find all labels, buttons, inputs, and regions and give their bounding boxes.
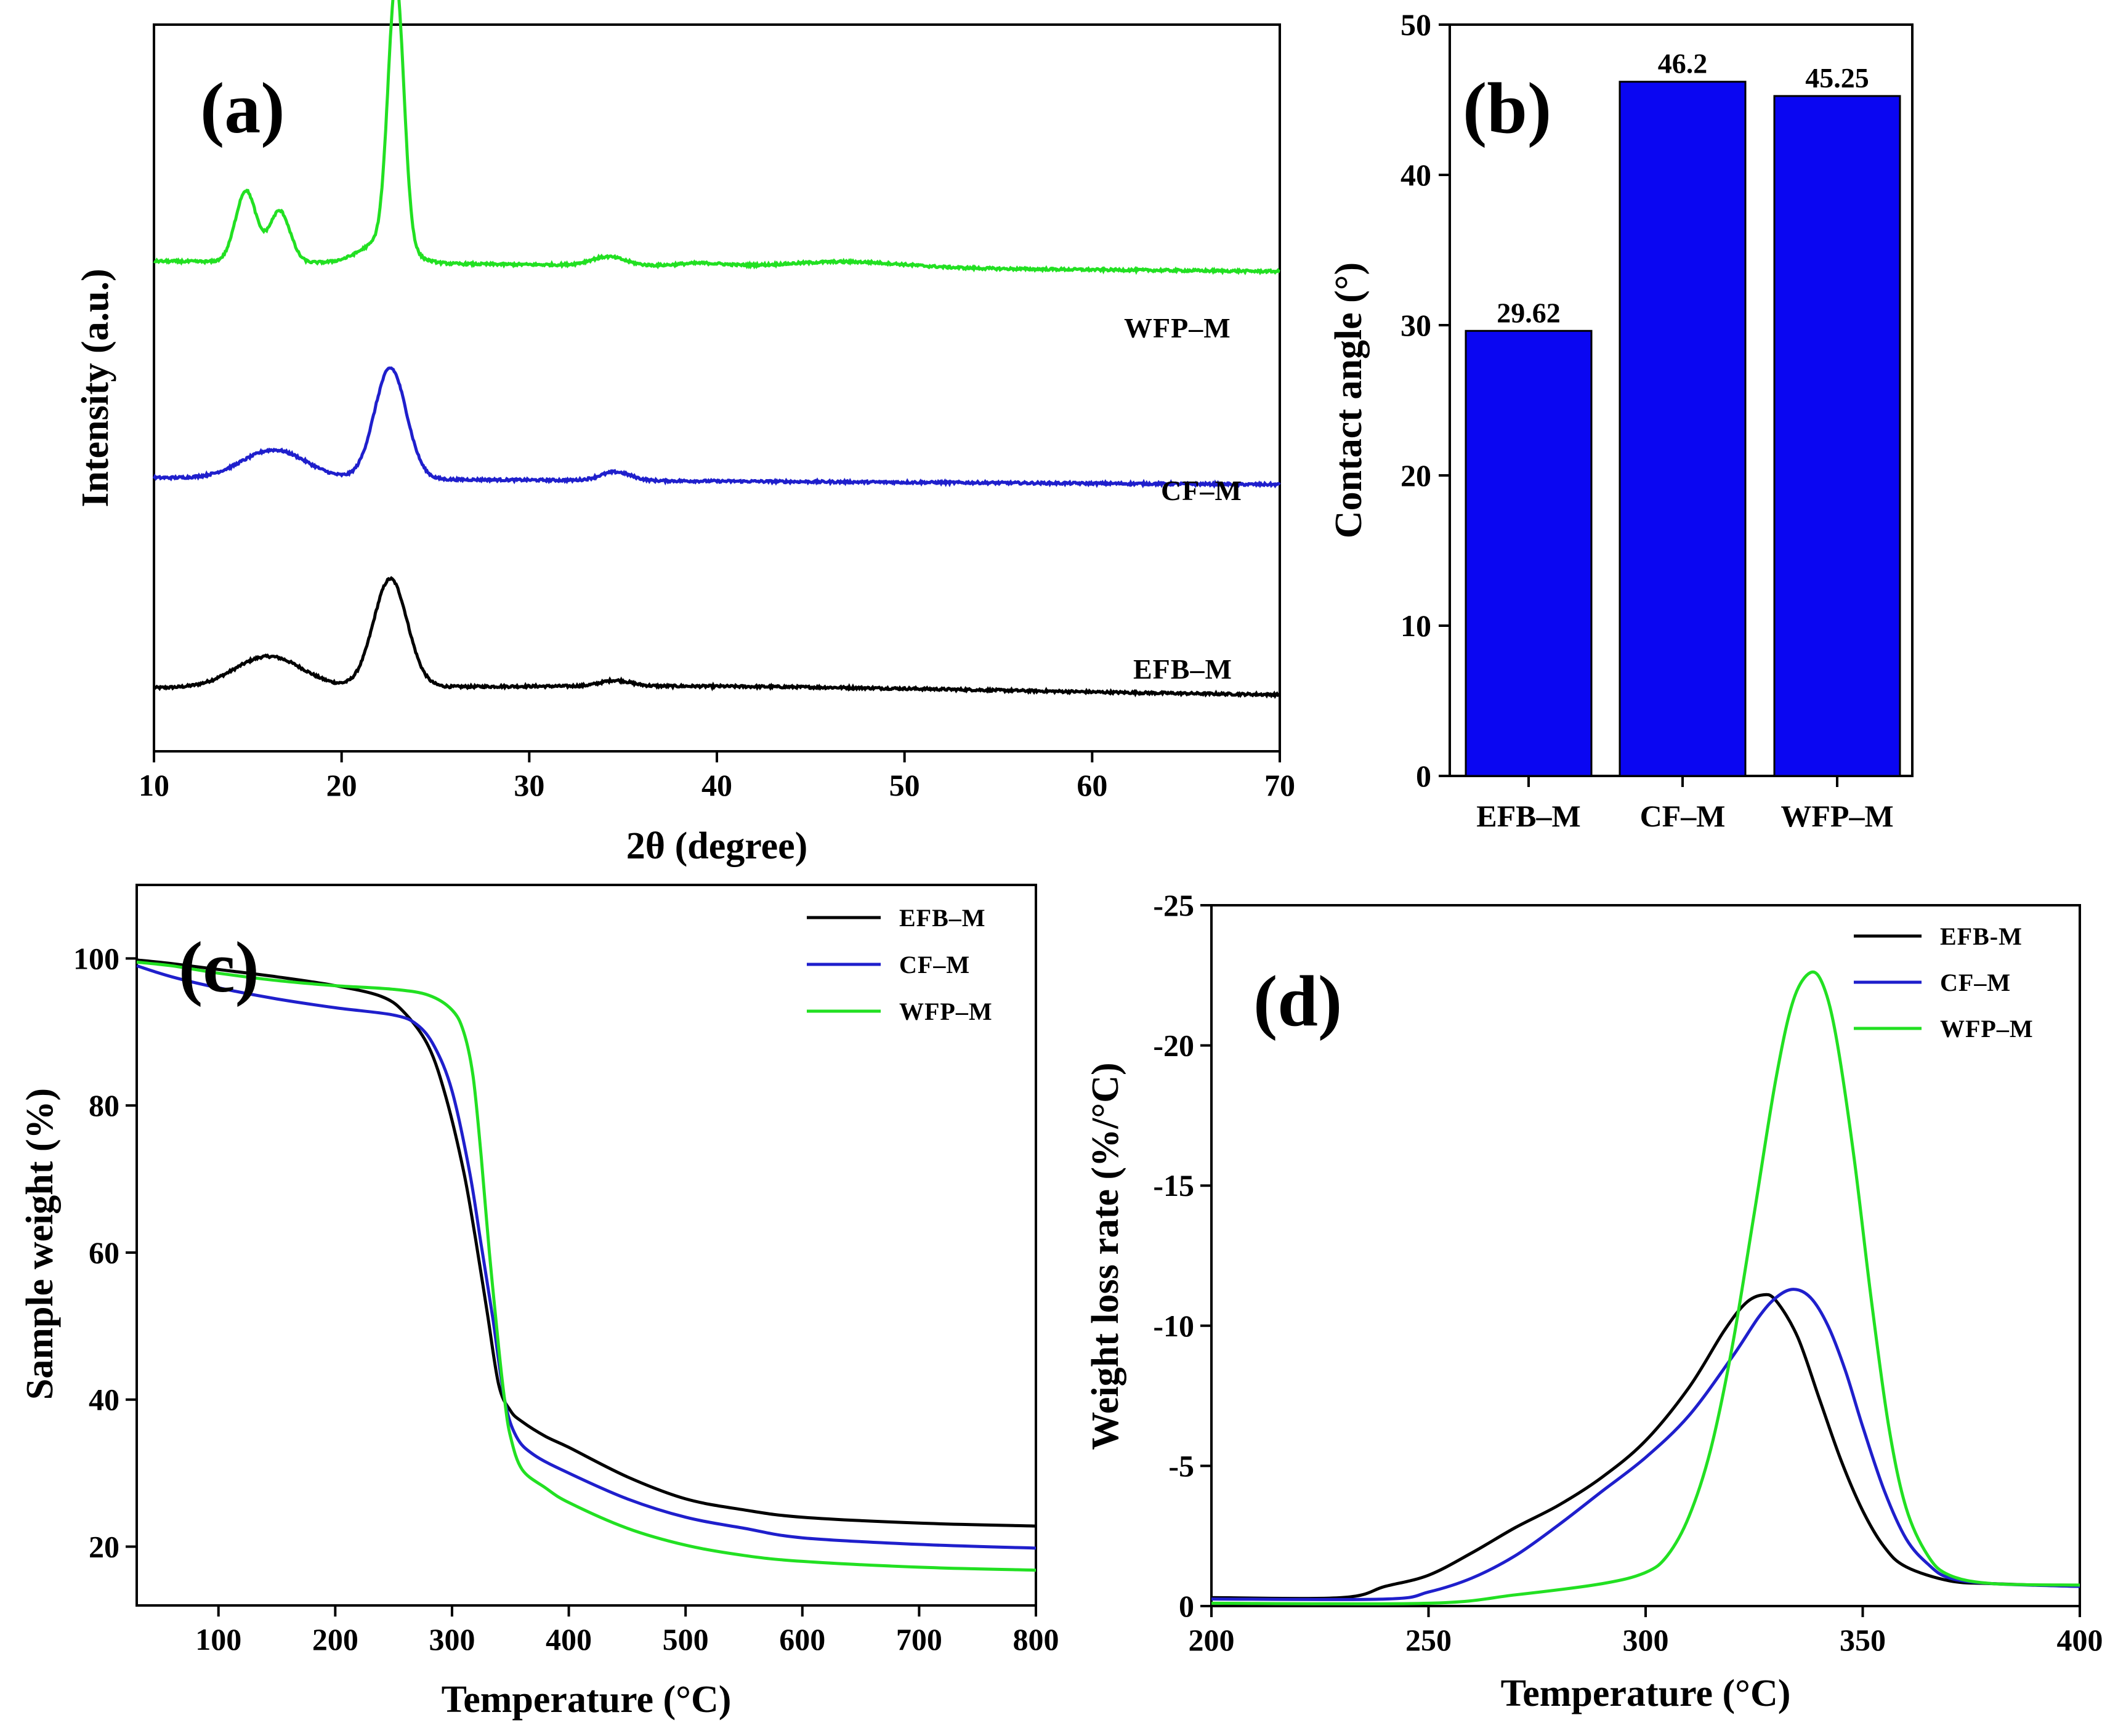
x-tick-label: 10 xyxy=(139,768,169,802)
bar-1 xyxy=(1465,329,1593,777)
legend-label-efb: EFB–M xyxy=(899,904,986,932)
panel-a-frame xyxy=(153,23,1281,753)
panel-a-label: (a) xyxy=(200,68,285,148)
trace-label-efb: EFB–M xyxy=(1133,653,1232,685)
bar-value-label: 46.2 xyxy=(1658,48,1708,79)
panel-d-dtg-chart: 200 250 300 350 400 0 -5 -10 -15 -20 -25 (d) EFB-… xyxy=(1085,888,2103,1714)
x-category-label: EFB–M xyxy=(1476,799,1580,833)
x-tick-label: 50 xyxy=(889,768,920,802)
x-tick-label: 70 xyxy=(1264,768,1295,802)
panel-c-frame xyxy=(135,884,1037,1607)
panel-d-y-axis-label: Weight loss rate (%/°C) xyxy=(1085,1062,1126,1450)
panel-b-y-axis-label: Contact angle (°) xyxy=(1328,262,1370,538)
panel-d-series xyxy=(1211,970,2080,1605)
x-tick-label: 300 xyxy=(1623,1623,1669,1657)
x-tick-label: 40 xyxy=(701,768,732,802)
y-tick-label: 20 xyxy=(1401,458,1431,493)
panel-b-label: (b) xyxy=(1463,68,1551,148)
x-tick-label: 800 xyxy=(1013,1622,1059,1657)
x-tick-label: 200 xyxy=(1189,1623,1235,1657)
xrd-series-efb xyxy=(153,576,1281,699)
y-tick-label: 40 xyxy=(89,1383,119,1417)
panel-d-legend: EFB-M CF–M WFP–M xyxy=(1854,923,2034,1043)
x-tick-label: 60 xyxy=(1077,768,1107,802)
y-tick-label: 40 xyxy=(1401,158,1431,192)
x-tick-label: 100 xyxy=(195,1622,241,1657)
x-category-label: CF–M xyxy=(1640,799,1726,833)
panel-c-x-axis-label: Temperature (°C) xyxy=(442,1679,732,1721)
bar-2 xyxy=(1619,81,1747,777)
panel-d-x-ticks: 200 250 300 350 400 xyxy=(1189,1606,2103,1657)
legend-label-efb: EFB-M xyxy=(1940,923,2023,950)
legend-label-wfp: WFP–M xyxy=(1940,1015,2034,1043)
y-tick-label: 30 xyxy=(1401,308,1431,342)
y-tick-label: 100 xyxy=(73,941,119,975)
x-tick-label: 600 xyxy=(779,1622,825,1657)
panel-d-x-axis-label: Temperature (°C) xyxy=(1501,1673,1791,1714)
y-tick-label: -5 xyxy=(1168,1448,1194,1483)
x-tick-label: 250 xyxy=(1405,1623,1452,1657)
panel-c-legend: EFB–M CF–M WFP–M xyxy=(807,904,993,1025)
legend-label-wfp: WFP–M xyxy=(899,998,993,1025)
panel-a-xrd-chart: 10 20 30 40 50 60 70 (a) WFP–M CF–M EFB–M 2θ (… xyxy=(75,0,1295,867)
y-tick-label: 60 xyxy=(89,1235,119,1270)
y-tick-label: 20 xyxy=(89,1529,119,1564)
panel-c-y-ticks: 20 40 60 80 100 xyxy=(73,941,137,1564)
bar-value-label: 45.25 xyxy=(1805,62,1869,94)
panel-b-bar-chart: 29.62 46.2 45.25 0 10 20 30 40 50 EFB–M CF–M WFP–… xyxy=(1328,7,1914,833)
panel-a-x-axis-label: 2θ (degree) xyxy=(626,825,808,867)
series-wfp xyxy=(136,960,1037,1572)
panel-c-series xyxy=(136,958,1037,1572)
bar-3 xyxy=(1773,95,1901,777)
panel-c-x-ticks: 100 200 300 400 500 600 700 800 xyxy=(195,1605,1059,1657)
y-tick-label: 0 xyxy=(1416,759,1431,793)
series-cf xyxy=(1211,1288,2080,1601)
y-tick-label: 0 xyxy=(1179,1589,1194,1623)
series-efb xyxy=(136,958,1037,1528)
panel-a-y-axis-label: Intensity (a.u.) xyxy=(75,268,116,507)
y-tick-label: -10 xyxy=(1153,1309,1194,1343)
xrd-series-wfp xyxy=(153,0,1280,276)
y-tick-label: -15 xyxy=(1153,1168,1194,1203)
panel-b-bars: 29.62 46.2 45.25 xyxy=(1465,48,1901,777)
panel-c-y-axis-label: Sample weight (%) xyxy=(19,1088,61,1400)
x-tick-label: 300 xyxy=(429,1622,475,1657)
x-tick-label: 500 xyxy=(663,1622,709,1657)
series-efb xyxy=(1211,1293,2080,1601)
panel-a-x-ticks: 10 20 30 40 50 60 70 xyxy=(139,751,1295,802)
panel-d-label: (d) xyxy=(1253,961,1342,1041)
x-tick-label: 350 xyxy=(1840,1623,1886,1657)
series-wfp xyxy=(1211,970,2080,1605)
y-tick-label: -25 xyxy=(1153,888,1194,923)
panel-c-label: (c) xyxy=(179,927,259,1007)
x-tick-label: 400 xyxy=(546,1622,592,1657)
panel-a-series xyxy=(152,0,1281,699)
x-tick-label: 400 xyxy=(2057,1623,2103,1657)
y-tick-label: -20 xyxy=(1153,1028,1194,1063)
panel-b-y-ticks: 0 10 20 30 40 50 xyxy=(1401,7,1450,793)
trace-label-wfp: WFP–M xyxy=(1124,312,1231,344)
x-tick-label: 20 xyxy=(326,768,357,802)
y-tick-label: 80 xyxy=(89,1088,119,1123)
panel-b-x-ticks: EFB–M CF–M WFP–M xyxy=(1476,776,1894,833)
y-tick-label: 10 xyxy=(1401,608,1431,643)
y-tick-label: 50 xyxy=(1401,7,1431,42)
series-cf xyxy=(136,964,1037,1550)
xrd-series-cf xyxy=(152,366,1281,489)
legend-label-cf: CF–M xyxy=(899,951,970,979)
x-tick-label: 30 xyxy=(514,768,544,802)
x-category-label: WFP–M xyxy=(1780,799,1893,833)
x-tick-label: 700 xyxy=(896,1622,942,1657)
panel-c-tga-chart: 100 200 300 400 500 600 700 800 20 40 60 80 100 (c)… xyxy=(19,884,1059,1721)
legend-label-cf: CF–M xyxy=(1940,969,2011,996)
bar-value-label: 29.62 xyxy=(1497,297,1561,328)
x-tick-label: 200 xyxy=(312,1622,358,1657)
trace-label-cf: CF–M xyxy=(1161,475,1242,506)
panel-d-y-ticks: 0 -5 -10 -15 -20 -25 xyxy=(1153,888,1211,1623)
